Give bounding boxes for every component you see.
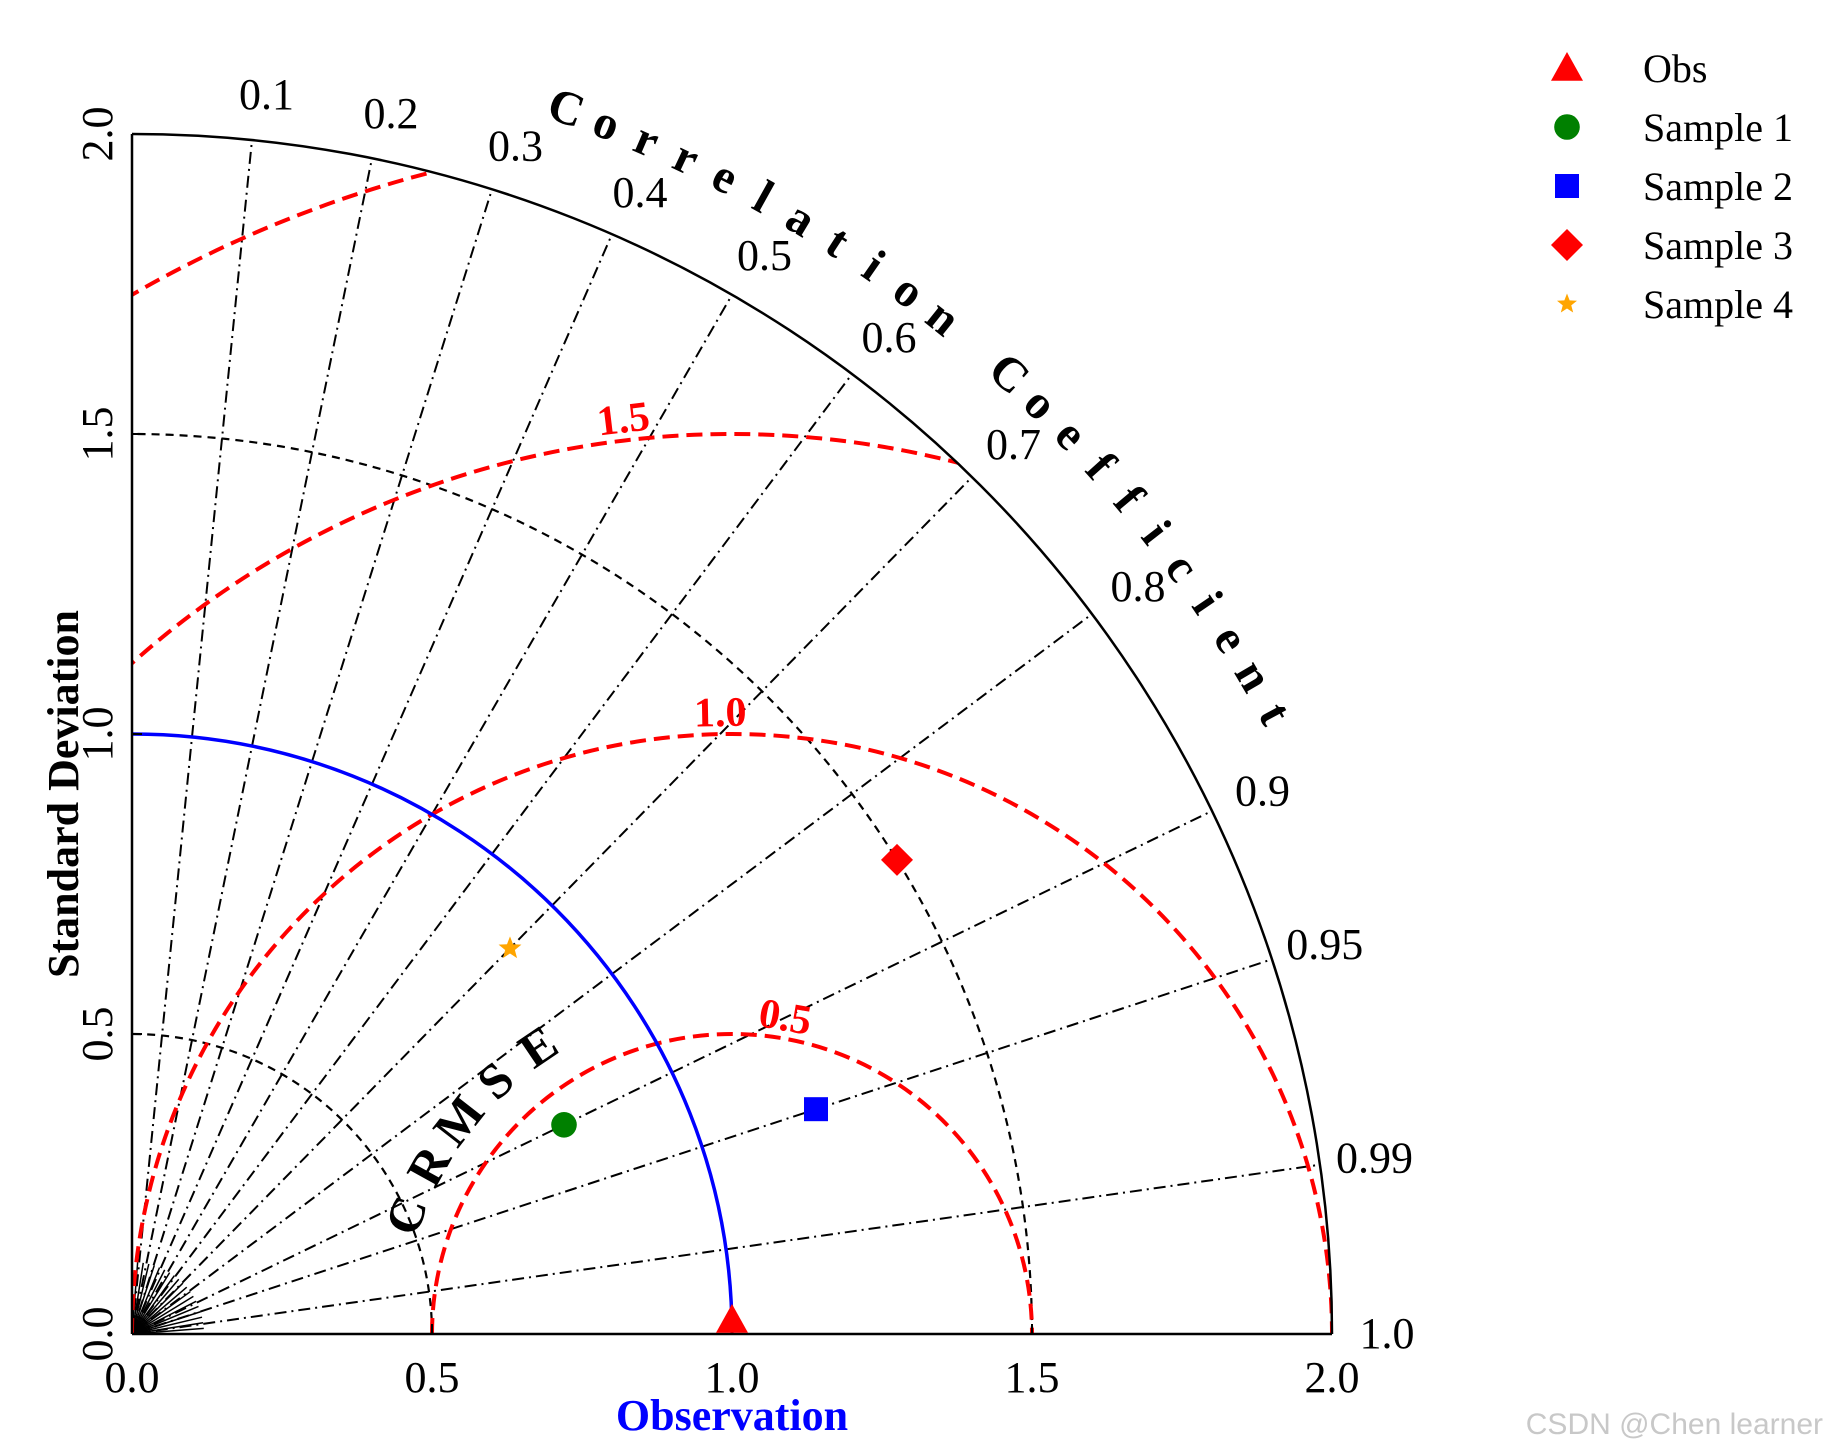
minor-ray: [131, 1269, 166, 1335]
correlation-title-char: e: [1045, 408, 1098, 460]
minor-ray: [131, 1265, 155, 1335]
crmse-title-char: S: [466, 1050, 525, 1110]
crmse-level-label: 1.5: [595, 394, 653, 446]
x-tick-label: 2.0: [1305, 1353, 1360, 1402]
correlation-tick-label: 0.99: [1336, 1133, 1413, 1182]
correlation-tick-label: 0.5: [737, 231, 792, 280]
tick-labels: 0.0 0.5 1.0 1.5 2.0 0.0 0.5 1.0 1.5 2.0 0.1 0.2 0.3 0…: [73, 70, 1415, 1402]
x-tick-label: 1.5: [1005, 1353, 1060, 1402]
crmse-level-label: 0.5: [755, 990, 815, 1044]
correlation-title-char: o: [586, 94, 628, 152]
point-sample-4: [498, 936, 522, 959]
correlation-tick-label: 1.0: [1360, 1309, 1415, 1358]
grid-layer: [131, 139, 1321, 1335]
y-tick-label: 1.5: [73, 407, 122, 462]
crmse-title-char: M: [422, 1085, 495, 1157]
minor-ray: [131, 1305, 199, 1335]
correlation-ray: [131, 158, 373, 1335]
minor-ray: [131, 1300, 197, 1335]
minor-ray: [131, 1316, 203, 1335]
minor-ray: [131, 1282, 184, 1335]
crmse-title-char: E: [508, 1014, 567, 1079]
correlation-tick-label: 0.6: [862, 313, 917, 362]
y-tick-label: 0.0: [73, 1307, 122, 1362]
minor-ray: [131, 1286, 188, 1335]
correlation-title-char: a: [777, 190, 825, 248]
point-obs: [716, 1304, 748, 1333]
correlation-title-char: r: [665, 129, 707, 186]
legend-marker: [1551, 52, 1583, 81]
legend-label: Sample 4: [1643, 282, 1793, 327]
crmse-level-label: 1.0: [694, 690, 747, 737]
watermark: CSDN @Chen learner: [1525, 1408, 1823, 1441]
data-points: [498, 843, 913, 1333]
correlation-title-char: n: [1224, 651, 1283, 701]
legend-marker: [1555, 174, 1579, 198]
minor-ray: [131, 1263, 150, 1335]
point-sample-2: [804, 1097, 828, 1122]
reference-std-arc: [131, 732, 734, 1335]
minor-ray: [131, 1321, 204, 1335]
correlation-title-char: i: [1131, 511, 1181, 554]
legend: Obs Sample 1 Sample 2 Sample 3 Sample 4: [1551, 46, 1793, 327]
point-sample-3: [881, 843, 913, 876]
y-tick-label: 0.5: [73, 1007, 122, 1062]
correlation-title-char: e: [704, 148, 747, 205]
legend-label: Obs: [1643, 46, 1707, 91]
correlation-title-char: i: [853, 240, 894, 291]
correlation-tick-label: 0.8: [1111, 562, 1166, 611]
std-arc: [131, 432, 1034, 1335]
x-axis-title: Observation: [616, 1391, 848, 1440]
minor-ray: [131, 1291, 191, 1335]
correlation-tick-label: 0.95: [1286, 920, 1363, 969]
legend-label: Sample 3: [1643, 223, 1793, 268]
correlation-title-char: f: [1103, 476, 1155, 523]
minor-ray: [131, 1278, 180, 1335]
correlation-title-char: c: [1155, 543, 1210, 591]
correlation-title-char: i: [1182, 582, 1233, 623]
legend-label: Sample 1: [1643, 105, 1793, 150]
correlation-tick-label: 0.1: [239, 70, 294, 119]
x-tick-label: 0.5: [405, 1353, 460, 1402]
correlation-tick-label: 0.9: [1235, 766, 1290, 815]
crmse-arc: [132, 432, 1332, 1334]
correlation-title-char: f: [1075, 442, 1126, 490]
crmse-title-char: C: [373, 1189, 438, 1242]
legend-label: Sample 2: [1643, 164, 1793, 209]
x-tick-label: 1.0: [705, 1353, 760, 1402]
correlation-title-char: n: [916, 288, 970, 346]
correlation-title-char: e: [1203, 616, 1259, 662]
correlation-title-char: o: [883, 263, 934, 320]
legend-marker: [1554, 114, 1580, 140]
point-sample-1: [551, 1111, 577, 1138]
outer-arc: [131, 132, 1334, 1335]
y-tick-label: 2.0: [73, 107, 122, 162]
correlation-title-char: t: [817, 215, 859, 268]
correlation-tick-label: 0.3: [488, 121, 543, 170]
axes-frame: [130, 132, 1334, 1336]
y-axis-title: Standard Deviation: [39, 610, 88, 978]
correlation-title-char: t: [1248, 694, 1302, 733]
x-tick-label: 0.0: [105, 1353, 160, 1402]
minor-ray: [131, 1275, 175, 1335]
minor-ray: [131, 1267, 161, 1335]
reference-arc-layer: [131, 732, 734, 1335]
correlation-title-char: l: [745, 171, 782, 224]
crmse-arc: [132, 732, 1332, 1334]
minor-ray: [131, 1311, 201, 1335]
correlation-tick-label: 0.7: [986, 420, 1041, 469]
crmse-arc: [430, 1032, 1034, 1334]
legend-marker: [1557, 293, 1577, 313]
correlation-title-char: r: [627, 111, 668, 168]
minor-ray: [131, 1295, 194, 1335]
y-tick-label: 1.0: [73, 707, 122, 762]
legend-marker: [1551, 229, 1583, 261]
correlation-tick-label: 0.2: [364, 89, 419, 138]
correlation-title-char: C: [541, 77, 591, 139]
minor-ray: [131, 1272, 171, 1335]
correlation-tick-label: 0.4: [613, 168, 668, 217]
